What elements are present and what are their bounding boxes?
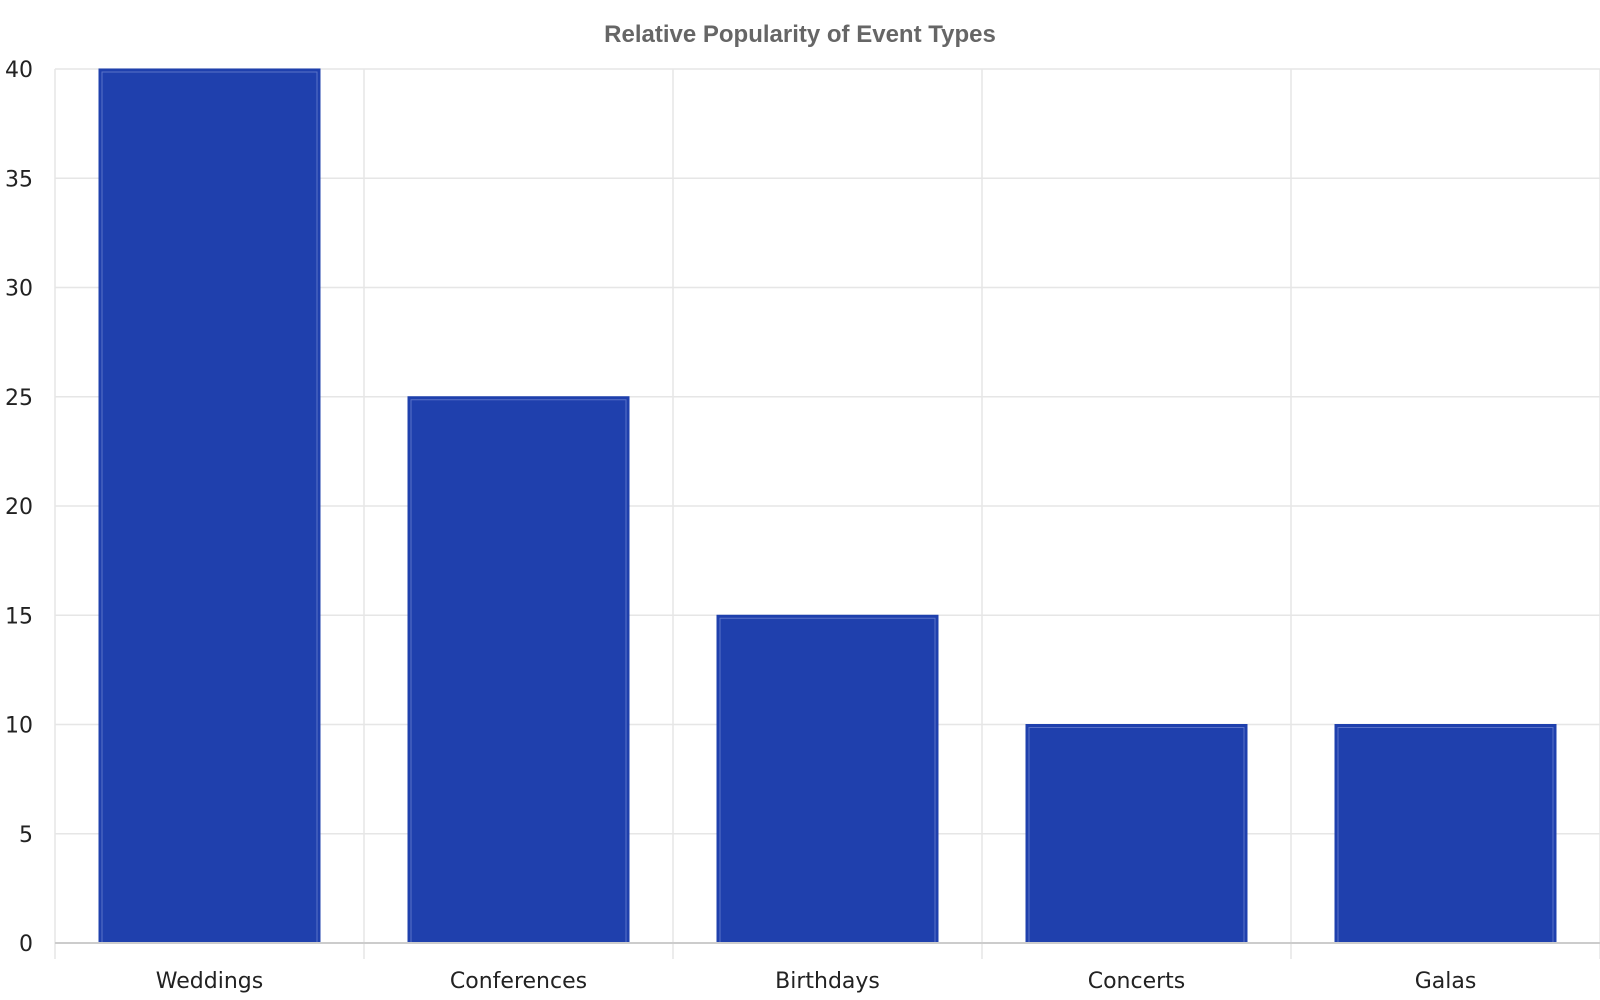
bar-birthdays[interactable]: [716, 614, 939, 944]
y-tick-label: 25: [5, 386, 33, 411]
y-tick-label: 30: [5, 277, 33, 302]
x-tick-label: Weddings: [156, 969, 263, 994]
tick-labels: 0 5 10 15 20 25 30 35 40 Weddings Conferences Birth…: [5, 58, 1476, 994]
y-tick-label: 35: [5, 167, 33, 192]
bar-concerts[interactable]: [1025, 724, 1248, 944]
y-tick-label: 5: [19, 823, 33, 848]
x-tick-label: Galas: [1415, 969, 1477, 994]
y-tick-label: 20: [5, 495, 33, 520]
bar-weddings[interactable]: [98, 68, 321, 944]
bar-galas[interactable]: [1334, 724, 1557, 944]
x-tick-label: Concerts: [1088, 969, 1186, 994]
x-tick-label: Conferences: [450, 969, 587, 994]
x-tick-label: Birthdays: [775, 969, 880, 994]
chart-title: Relative Popularity of Event Types: [604, 21, 996, 48]
axes: [54, 942, 1600, 959]
y-tick-label: 15: [5, 604, 33, 629]
y-tick-label: 10: [5, 714, 33, 739]
y-tick-label: 0: [19, 932, 33, 957]
bar-conferences[interactable]: [407, 396, 630, 944]
y-tick-label: 40: [5, 58, 33, 83]
